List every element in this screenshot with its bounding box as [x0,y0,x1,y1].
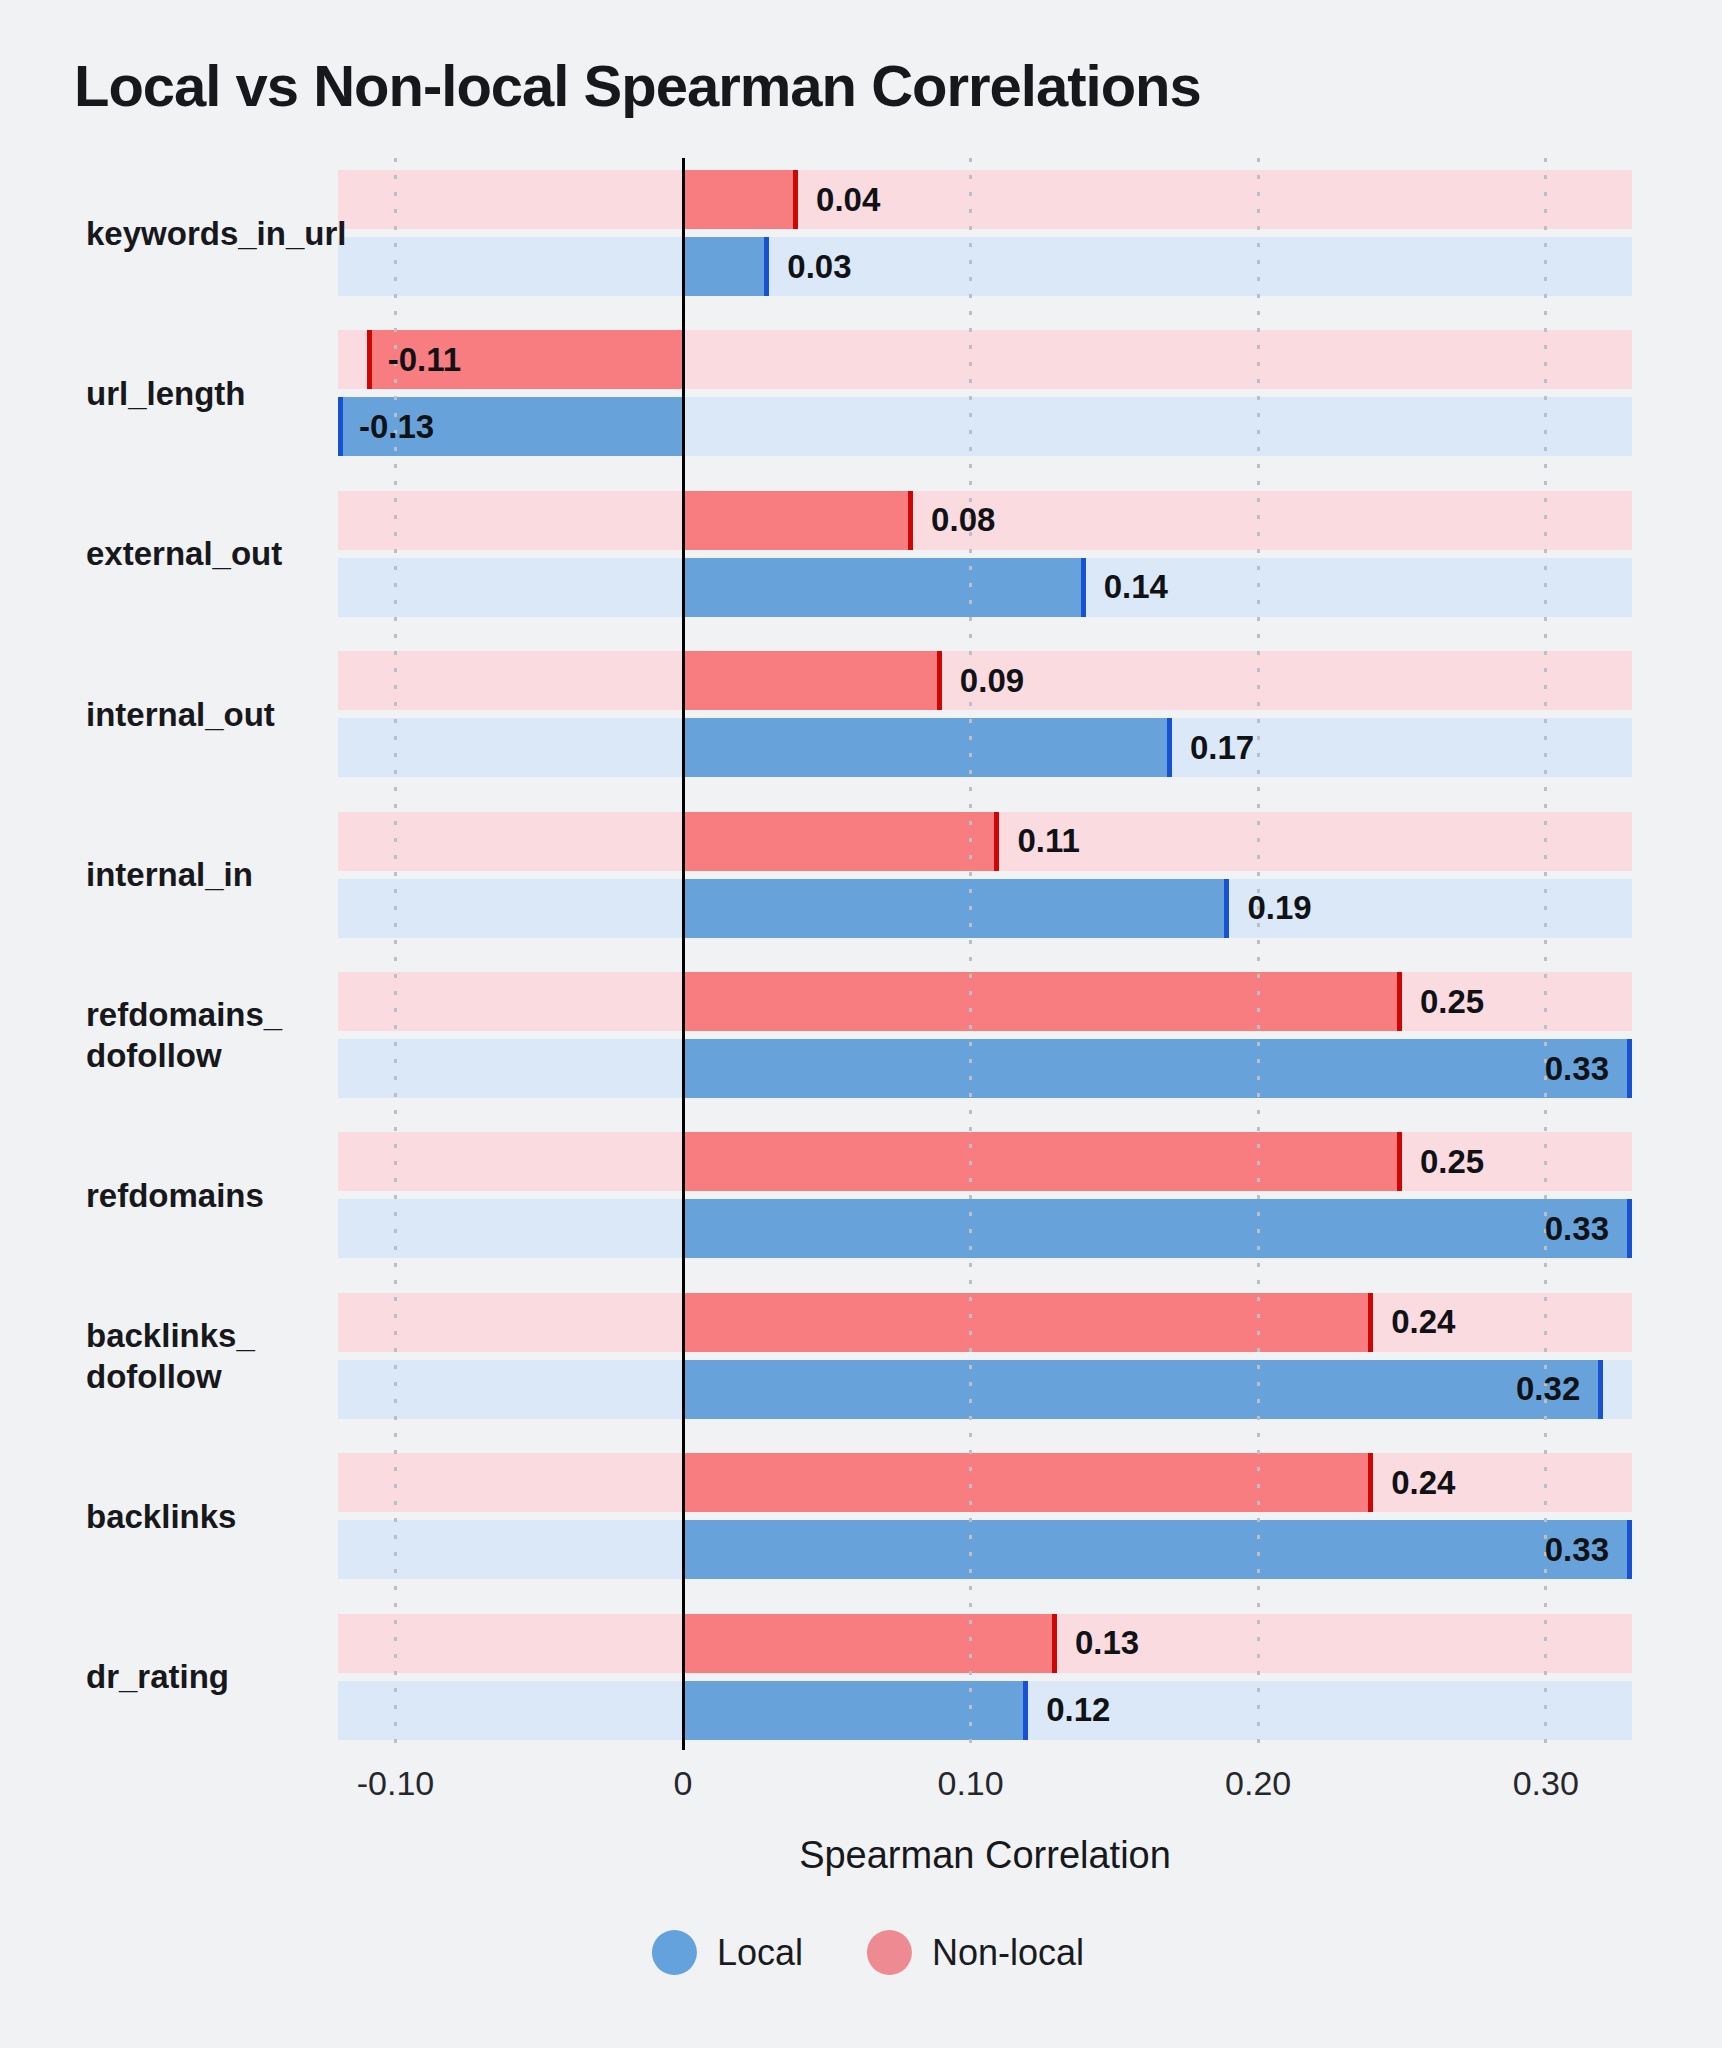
value-label: 0.19 [1247,879,1311,938]
gridline [1544,158,1547,1750]
legend-swatch [652,1930,697,1975]
legend-label: Non-local [932,1932,1084,1974]
x-tick-label: 0.30 [1513,1764,1579,1803]
category-label-line: dofollow [86,1356,332,1397]
category-label-line: backlinks_ [86,1315,332,1356]
value-label: 0.12 [1046,1681,1110,1740]
category-label-line: external_out [86,533,332,574]
category-label-backlinks: backlinks [86,1453,332,1579]
bar-local [683,558,1086,617]
x-tick-label: 0 [674,1764,693,1803]
category-label-internal_in: internal_in [86,812,332,938]
bar-local [683,879,1229,938]
value-label: 0.33 [1545,1520,1609,1579]
bar-local [683,1360,1603,1419]
gridline [1257,158,1260,1750]
value-label: 0.25 [1420,1132,1484,1191]
value-label: 0.24 [1391,1293,1455,1352]
bar-nonlocal [683,1614,1057,1673]
x-tick-label: -0.10 [357,1764,435,1803]
legend-item-local[interactable]: Local [652,1930,803,1975]
bar-nonlocal [683,651,942,710]
value-label: -0.13 [359,397,434,456]
bar-track-local [338,237,1632,296]
legend-swatch [867,1930,912,1975]
bar-local [683,718,1172,777]
bar-local [683,1039,1632,1098]
value-label: -0.11 [388,330,461,389]
value-label: 0.24 [1391,1453,1455,1512]
x-tick-label: 0.20 [1225,1764,1291,1803]
bar-track-nonlocal [338,170,1632,229]
legend: Local Non-local [652,1930,1084,1975]
value-label: 0.33 [1545,1199,1609,1258]
category-label-line: refdomains_ [86,994,332,1035]
category-label-line: backlinks [86,1496,332,1537]
category-label-line: refdomains [86,1175,332,1216]
value-label: 0.33 [1545,1039,1609,1098]
bar-local [683,1681,1028,1740]
bar-nonlocal [683,972,1402,1031]
category-label-backlinks_dofollow: backlinks_dofollow [86,1293,332,1419]
value-label: 0.09 [960,651,1024,710]
category-label-line: internal_in [86,854,332,895]
value-label: 0.13 [1075,1614,1139,1673]
zero-line [682,158,685,1750]
category-label-line: url_length [86,373,332,414]
category-label-keywords_in_url: keywords_in_url [86,170,332,296]
bar-nonlocal [683,491,913,550]
chart-title: Local vs Non-local Spearman Correlations [74,52,1201,119]
value-label: 0.32 [1516,1360,1580,1419]
category-label-refdomains_dofollow: refdomains_dofollow [86,972,332,1098]
category-label-dr_rating: dr_rating [86,1614,332,1740]
value-label: 0.14 [1104,558,1168,617]
category-label-external_out: external_out [86,491,332,617]
value-label: 0.08 [931,491,995,550]
x-axis-title: Spearman Correlation [799,1834,1171,1877]
category-label-line: dr_rating [86,1656,332,1697]
legend-label: Local [717,1932,803,1974]
bar-local [683,1520,1632,1579]
category-label-line: internal_out [86,694,332,735]
category-label-refdomains: refdomains [86,1132,332,1258]
value-label: 0.04 [816,170,880,229]
bar-nonlocal [683,812,999,871]
value-label: 0.25 [1420,972,1484,1031]
bar-nonlocal [683,170,798,229]
bar-local [683,237,769,296]
category-label-line: dofollow [86,1035,332,1076]
bar-local [683,1199,1632,1258]
legend-item-non-local[interactable]: Non-local [867,1930,1084,1975]
bar-nonlocal [683,1453,1373,1512]
value-label: 0.03 [787,237,851,296]
bar-nonlocal [683,1293,1373,1352]
value-label: 0.11 [1017,812,1079,871]
category-label-internal_out: internal_out [86,651,332,777]
gridline [969,158,972,1750]
bar-nonlocal [683,1132,1402,1191]
chart-figure: Local vs Non-local Spearman Correlations… [0,0,1722,2048]
x-tick-label: 0.10 [938,1764,1004,1803]
value-label: 0.17 [1190,718,1254,777]
category-label-url_length: url_length [86,330,332,456]
category-label-line: keywords_in_url [86,213,332,254]
